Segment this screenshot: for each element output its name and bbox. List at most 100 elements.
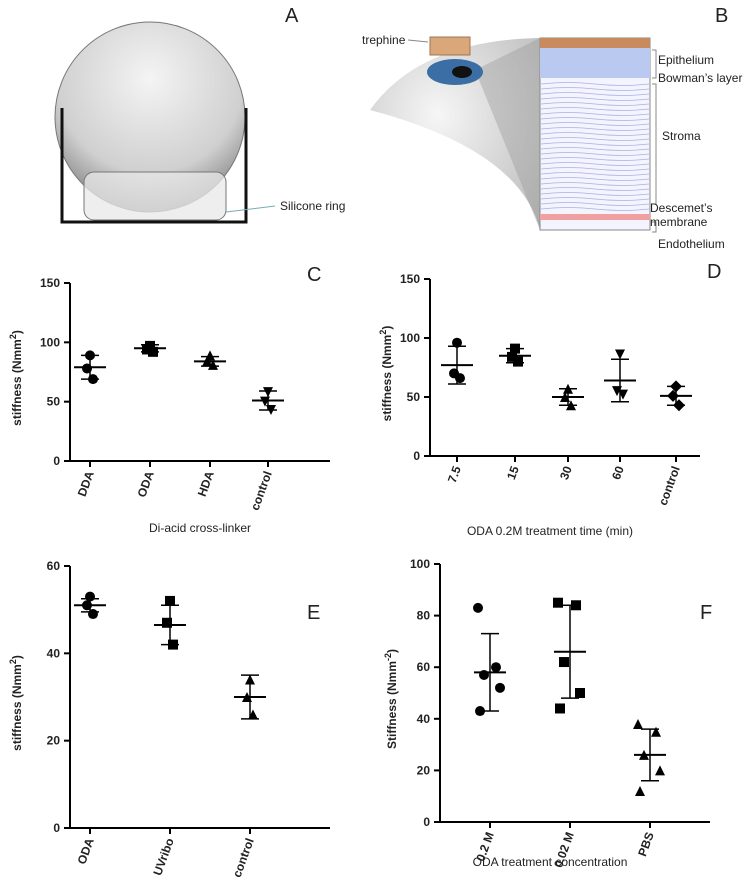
- y-axis-label-text: stiffness (Nmm: [10, 664, 24, 751]
- annotation: Descemet’s: [650, 201, 712, 215]
- trephine: [429, 36, 471, 56]
- y-tick-label: 50: [407, 390, 421, 404]
- point: [148, 346, 158, 357]
- panel-letter: F: [700, 602, 712, 624]
- panel-letter: B: [715, 5, 728, 27]
- fiber: [540, 132, 650, 136]
- y-tick-label: 60: [47, 559, 61, 573]
- fiber: [540, 172, 650, 176]
- y-tick-label: 80: [417, 609, 431, 623]
- point: [82, 363, 92, 374]
- y-axis-label-sup: 2: [378, 330, 388, 335]
- y-axis-label-end: ): [10, 655, 24, 659]
- point: [165, 595, 175, 606]
- panel-letter: D: [707, 261, 721, 283]
- fiber: [540, 97, 650, 101]
- y-tick-label: 150: [40, 276, 60, 290]
- fiber: [540, 202, 650, 206]
- fiber: [540, 112, 650, 116]
- point: [85, 350, 95, 361]
- point: [88, 374, 98, 385]
- point: [571, 600, 581, 611]
- y-axis-label: stiffness (Nmm2): [378, 326, 394, 422]
- annotation: Epithelium: [658, 53, 714, 67]
- x-axis-label: ODA 0.2M treatment time (min): [467, 524, 633, 538]
- y-axis-label-text: Stiffness (Nmm: [385, 661, 399, 749]
- panel-letter: A: [285, 5, 299, 27]
- y-axis-label-sup: 2: [8, 659, 18, 664]
- y-tick-label: 20: [47, 734, 61, 748]
- point: [475, 706, 485, 717]
- point: [162, 617, 172, 628]
- annotation: membrane: [650, 215, 708, 229]
- leader-line: [407, 39, 429, 43]
- eye: [370, 38, 540, 230]
- y-tick-label: 50: [47, 395, 61, 409]
- point: [88, 609, 98, 620]
- point: [635, 786, 645, 797]
- y-tick-label: 0: [53, 454, 60, 468]
- point: [455, 373, 465, 384]
- fiber: [540, 127, 650, 131]
- x-tick-label: DDA: [75, 469, 97, 499]
- y-tick-label: 0: [413, 449, 420, 463]
- point: [615, 349, 625, 360]
- x-tick-label: 30: [557, 464, 575, 482]
- x-tick-label: ODA: [135, 469, 157, 499]
- point: [510, 343, 520, 354]
- x-axis-label: ODA treatment concentration: [473, 855, 628, 869]
- y-axis-label-sup: -2: [383, 653, 393, 661]
- projection: [475, 38, 540, 230]
- panel-a: A Silicone ring: [54, 5, 345, 224]
- y-tick-label: 100: [40, 335, 60, 349]
- fiber: [540, 197, 650, 201]
- y-tick-label: 40: [47, 646, 61, 660]
- y-axis-label-sup: 2: [8, 334, 18, 339]
- point: [670, 380, 682, 393]
- axes: [429, 279, 700, 457]
- point: [479, 669, 489, 680]
- fiber: [540, 102, 650, 106]
- x-tick-label: 60: [609, 464, 627, 482]
- y-axis-label-end: ): [385, 649, 399, 653]
- point: [507, 351, 517, 362]
- y-axis-label-text: stiffness (Nmm: [380, 335, 394, 422]
- x-tick-label: 15: [504, 464, 522, 482]
- point: [208, 359, 218, 370]
- annotation: Endothelium: [658, 237, 725, 251]
- fiber: [540, 192, 650, 196]
- layer: [540, 48, 650, 78]
- fiber: [540, 137, 650, 141]
- y-tick-label: 150: [400, 272, 420, 286]
- layer: [540, 38, 650, 48]
- point: [633, 718, 643, 729]
- point: [553, 597, 563, 608]
- y-tick-label: 0: [53, 821, 60, 835]
- annotation: Silicone ring: [280, 199, 345, 213]
- fiber: [540, 82, 650, 86]
- fiber: [540, 187, 650, 191]
- y-axis-label: stiffness (Nmm2): [8, 655, 24, 751]
- y-tick-label: 0: [423, 815, 430, 829]
- point: [575, 688, 585, 698]
- point: [559, 657, 569, 668]
- panel-letter: E: [307, 602, 320, 624]
- fiber: [540, 167, 650, 171]
- x-axis-label: Di-acid cross-linker: [149, 521, 251, 535]
- container: [60, 108, 248, 224]
- y-tick-label: 60: [417, 660, 431, 674]
- annotation: Stroma: [662, 129, 701, 143]
- point: [245, 674, 255, 685]
- x-tick-label: ODA: [75, 836, 97, 866]
- fiber: [540, 117, 650, 121]
- pupil: [452, 66, 472, 78]
- point: [560, 392, 570, 402]
- point: [555, 703, 565, 714]
- point: [85, 591, 95, 602]
- y-axis-label: Stiffness (Nmm-2): [383, 649, 399, 749]
- fiber: [540, 122, 650, 126]
- axes: [69, 283, 330, 462]
- fiber: [540, 152, 650, 156]
- y-tick-label: 20: [417, 763, 431, 777]
